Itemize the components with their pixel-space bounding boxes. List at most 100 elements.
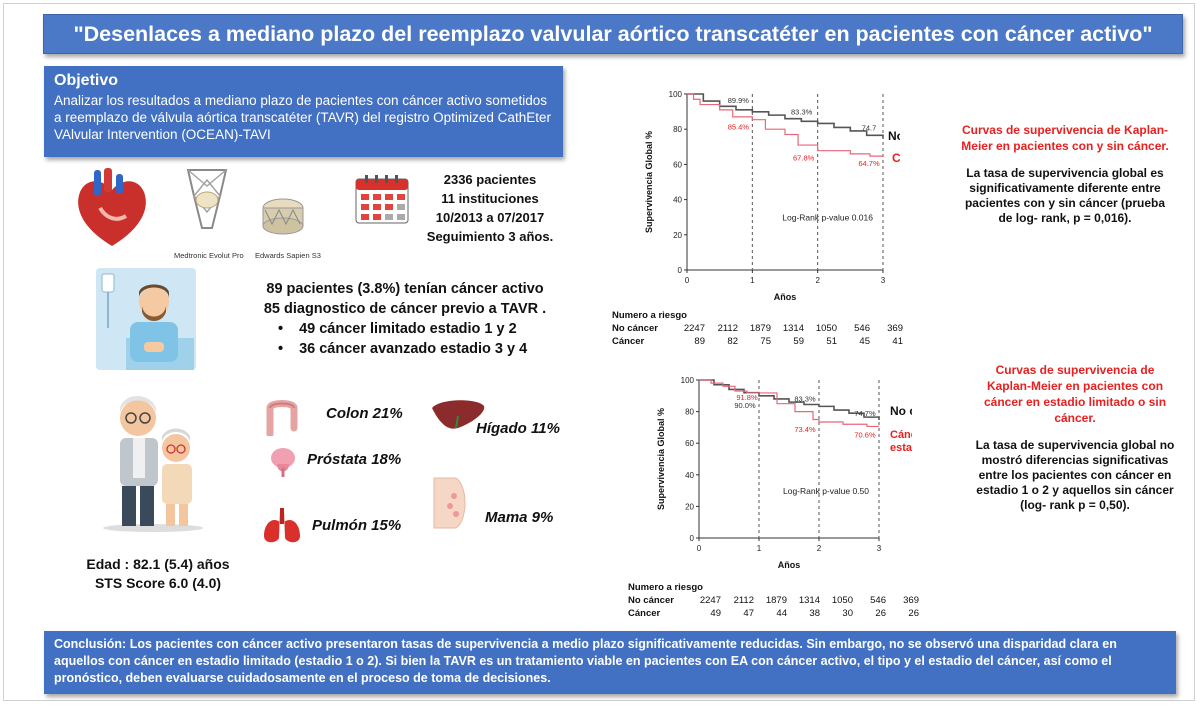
study-stats: 2336 pacientes 11 instituciones 10/2013 … <box>410 170 570 246</box>
evolut-valve-icon <box>186 169 228 229</box>
legend-cancer: Cáncer limitado <box>890 429 912 441</box>
km-chart-2: 100 80 60 40 20 0 0 1 2 3 Años Supervivencia Global… <box>652 368 973 585</box>
risk-value: 38 <box>809 608 820 619</box>
risk-value: 59 <box>793 336 804 347</box>
demographics: Edad : 82.1 (5.4) años STS Score 6.0 (4.… <box>58 555 258 593</box>
risk-value: 2112 <box>733 595 754 606</box>
y-tick-label: 80 <box>673 125 682 134</box>
y-tick-label: 100 <box>669 90 683 99</box>
km1-description: Curvas de supervivencia de Kaplan-Meier … <box>960 122 1170 226</box>
organ-breast: Mama 9% <box>485 509 554 526</box>
km2-risk-table: Numero a riesgo No cáncer 2247 2112 1879… <box>628 581 919 620</box>
patients-count: 2336 pacientes <box>443 172 537 187</box>
cancer-line1: 89 pacientes (3.8%) tenían cáncer activo <box>266 281 544 297</box>
y-tick-label: 20 <box>685 502 694 511</box>
legend-nocancer: No cáncer <box>890 404 912 418</box>
data-label: 74.7% <box>854 409 876 418</box>
colon-icon <box>266 400 298 436</box>
liver-icon <box>432 400 485 429</box>
data-label: 64.7% <box>858 159 880 168</box>
y-tick-label: 60 <box>673 160 682 169</box>
km2-desc-text: La tasa de supervivencia global no mostr… <box>975 438 1175 512</box>
km1-desc-title: Curvas de supervivencia de Kaplan-Meier … <box>961 123 1169 153</box>
y-tick-label: 60 <box>685 439 694 448</box>
y-axis-label: Supervivencia Global % <box>644 131 654 233</box>
risk-value: 75 <box>760 336 771 347</box>
organ-colon: Colon 21% <box>326 405 403 422</box>
cancer-bullet-limited: 49 cáncer limitado estadio 1 y 2 <box>278 319 560 339</box>
sapien-caption: Edwards Sapien S3 <box>255 251 321 260</box>
km2-risk-row-cancer: Cáncer 49 47 44 38 30 26 26 <box>628 607 919 620</box>
conclusion-box: Conclusión: Los pacientes con cáncer act… <box>44 631 1176 694</box>
x-tick-label: 2 <box>815 276 820 285</box>
legend-cancer: Cáncer <box>892 151 900 165</box>
risk-value: 44 <box>776 608 787 619</box>
y-tick-label: 40 <box>673 196 682 205</box>
x-tick-label: 0 <box>697 544 702 553</box>
objective-text: Analizar los resultados a mediano plazo … <box>54 93 551 142</box>
km2-description: Curvas de supervivencia de Kaplan-Meier … <box>975 362 1175 513</box>
km2-risk-row-nocancer: No cáncer 2247 2112 1879 1314 1050 546 3… <box>628 594 919 607</box>
objective-box: Objetivo Analizar los resultados a media… <box>44 66 563 157</box>
km2-plot: 100 80 60 40 20 00 1 2 3 Años Supervivencia Global… <box>656 376 973 570</box>
risk-value: 1050 <box>831 595 853 606</box>
risk-value: 546 <box>854 323 870 334</box>
x-tick-label: 0 <box>685 276 690 285</box>
x-tick-label: 1 <box>757 544 762 553</box>
institutions-count: 11 instituciones <box>441 191 539 206</box>
risk-value: 1879 <box>749 323 771 334</box>
prostate-icon <box>271 448 295 477</box>
risk-value: 47 <box>743 608 754 619</box>
km1-desc-text: La tasa de supervivencia global es signi… <box>964 166 1166 225</box>
risk-label: Cáncer <box>612 336 645 347</box>
risk-value: 41 <box>892 336 903 347</box>
data-label: 70.6% <box>854 430 876 439</box>
legend-nocancer: No cáncer <box>888 129 900 143</box>
data-label: 83.3% <box>791 107 813 116</box>
cancer-line2: 85 diagnostico de cáncer previo a TAVR . <box>263 301 547 317</box>
data-label: 90.0% <box>734 401 756 410</box>
risk-value: 89 <box>694 336 705 347</box>
y-tick-label: 20 <box>673 231 682 240</box>
logrank-pvalue: Log-Rank p-value 0.50 <box>783 486 869 496</box>
risk-value: 1314 <box>798 595 820 606</box>
risk-value: 369 <box>903 595 919 606</box>
risk-value: 546 <box>870 595 886 606</box>
patient-icon <box>96 268 196 370</box>
risk-value: 1050 <box>815 323 837 334</box>
y-tick-label: 40 <box>685 471 694 480</box>
x-axis-label: Años <box>774 292 797 302</box>
y-tick-label: 0 <box>690 534 695 543</box>
x-tick-label: 3 <box>881 276 886 285</box>
km2-desc-title: Curvas de supervivencia de Kaplan-Meier … <box>983 363 1167 425</box>
data-label: 85.4% <box>728 123 750 132</box>
data-label: 67.8% <box>793 154 815 163</box>
cancer-stats: 89 pacientes (3.8%) tenían cáncer activo… <box>250 279 560 359</box>
organ-lung: Pulmón 15% <box>312 517 402 534</box>
organ-liver: Hígado 11% <box>476 420 560 437</box>
heart-icon <box>78 168 146 246</box>
km1-risk-row-cancer: Cáncer 89 82 75 59 51 45 41 <box>612 335 903 348</box>
study-period: 10/2013 a 07/2017 <box>435 210 545 225</box>
data-label: 74.7 <box>862 124 877 133</box>
risk-value: 49 <box>710 608 721 619</box>
cancer-bullet-advanced: 36 cáncer avanzado estadio 3 y 4 <box>278 339 560 359</box>
risk-value: 45 <box>859 336 870 347</box>
objective-heading: Objetivo <box>54 72 119 89</box>
logrank-pvalue: Log-Rank p-value 0.016 <box>782 213 873 223</box>
evolut-caption: Medtronic Evolut Pro <box>174 251 244 260</box>
breast-icon <box>433 477 466 529</box>
survival-curve-cancer <box>687 93 883 157</box>
risk-value: 26 <box>875 608 886 619</box>
age-stat: Edad : 82.1 (5.4) años <box>86 556 230 572</box>
risk-label: No cáncer <box>628 595 674 606</box>
km-chart-1: 100 80 60 40 20 0 0 1 2 3 Años Supervivencia Global… <box>640 82 946 327</box>
risk-value: 2112 <box>717 323 738 334</box>
poster-frame <box>3 3 1195 701</box>
km1-risk-title: Numero a riesgo <box>612 310 687 321</box>
x-tick-label: 2 <box>817 544 822 553</box>
poster-title: "Desenlaces a mediano plazo del reemplaz… <box>43 14 1183 54</box>
survival-curve-cancer <box>699 379 879 428</box>
km1-risk-row-nocancer: No cáncer 2247 2112 1879 1314 1050 546 3… <box>612 322 903 335</box>
risk-value: 2247 <box>683 323 705 334</box>
